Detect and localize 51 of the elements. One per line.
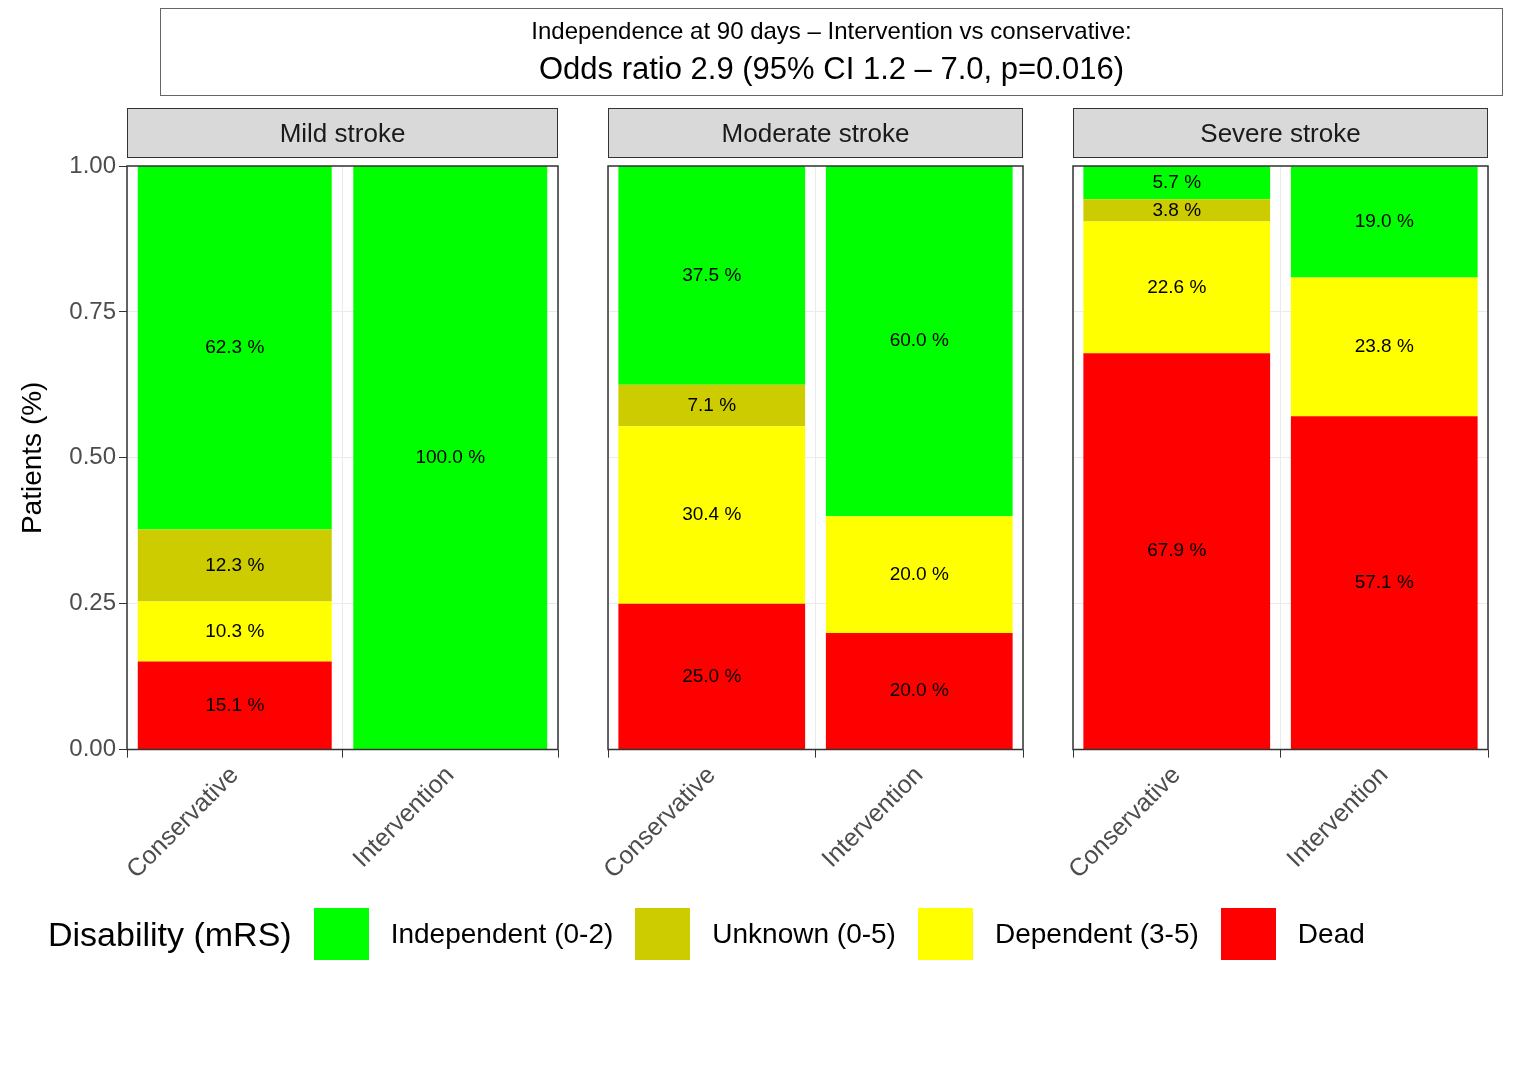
bar bbox=[618, 384, 806, 427]
bar bbox=[353, 166, 548, 750]
data-label: 5.7 % bbox=[1152, 170, 1202, 192]
bar bbox=[1083, 221, 1271, 354]
legend-label: Dependent (3-5) bbox=[994, 918, 1199, 950]
data-label: 25.0 % bbox=[682, 664, 742, 686]
y-tick-label: 0.00 bbox=[69, 734, 116, 762]
data-label: 3.8 % bbox=[1152, 198, 1202, 220]
legend-title: Disability (mRS) bbox=[48, 914, 292, 954]
y-tick-label: 0.75 bbox=[69, 296, 116, 324]
bar bbox=[1083, 166, 1271, 200]
data-label: 12.3 % bbox=[205, 553, 265, 575]
legend-label: Dead bbox=[1297, 918, 1365, 950]
bar bbox=[137, 166, 332, 530]
bar bbox=[618, 603, 806, 750]
bar bbox=[825, 516, 1013, 633]
bar bbox=[137, 601, 332, 662]
data-label: 20.0 % bbox=[889, 679, 949, 701]
data-label: 67.9 % bbox=[1147, 539, 1207, 561]
legend-label: Unknown (0-5) bbox=[712, 918, 896, 950]
bar bbox=[825, 166, 1013, 517]
data-label: 19.0 % bbox=[1354, 210, 1414, 232]
bar bbox=[1083, 199, 1271, 222]
legend-label: Independent (0-2) bbox=[390, 918, 614, 950]
data-label: 62.3 % bbox=[205, 336, 265, 358]
data-label: 7.1 % bbox=[687, 393, 737, 415]
y-tick-label: 1.00 bbox=[69, 150, 116, 178]
data-label: 15.1 % bbox=[205, 693, 265, 715]
data-label: 37.5 % bbox=[682, 263, 742, 285]
text: Odds ratio 2.9 (95% CI 1.2 – 7.0, p=0.016) bbox=[537, 51, 1126, 87]
data-label: 23.8 % bbox=[1354, 335, 1414, 357]
y-tick-label: 0.50 bbox=[69, 442, 116, 470]
y-axis-title: Patients (%) bbox=[15, 381, 47, 535]
bar bbox=[1290, 166, 1478, 278]
bar bbox=[137, 529, 332, 602]
bar bbox=[618, 426, 806, 604]
data-label: 22.6 % bbox=[1147, 275, 1207, 297]
text: Independence at 90 days – Intervention vs conservative: bbox=[530, 17, 1133, 45]
bar bbox=[137, 661, 332, 750]
data-label: 10.3 % bbox=[205, 619, 265, 641]
data-label: 60.0 % bbox=[889, 329, 949, 351]
bar bbox=[825, 632, 1013, 750]
bar bbox=[618, 166, 806, 385]
bar bbox=[1290, 277, 1478, 417]
data-label: 57.1 % bbox=[1354, 570, 1414, 592]
data-label: 30.4 % bbox=[682, 503, 742, 525]
data-label: 100.0 % bbox=[415, 445, 486, 467]
y-tick-label: 0.25 bbox=[69, 588, 116, 616]
data-label: 20.0 % bbox=[889, 562, 949, 584]
bar bbox=[1083, 353, 1271, 750]
bar bbox=[1290, 416, 1478, 750]
